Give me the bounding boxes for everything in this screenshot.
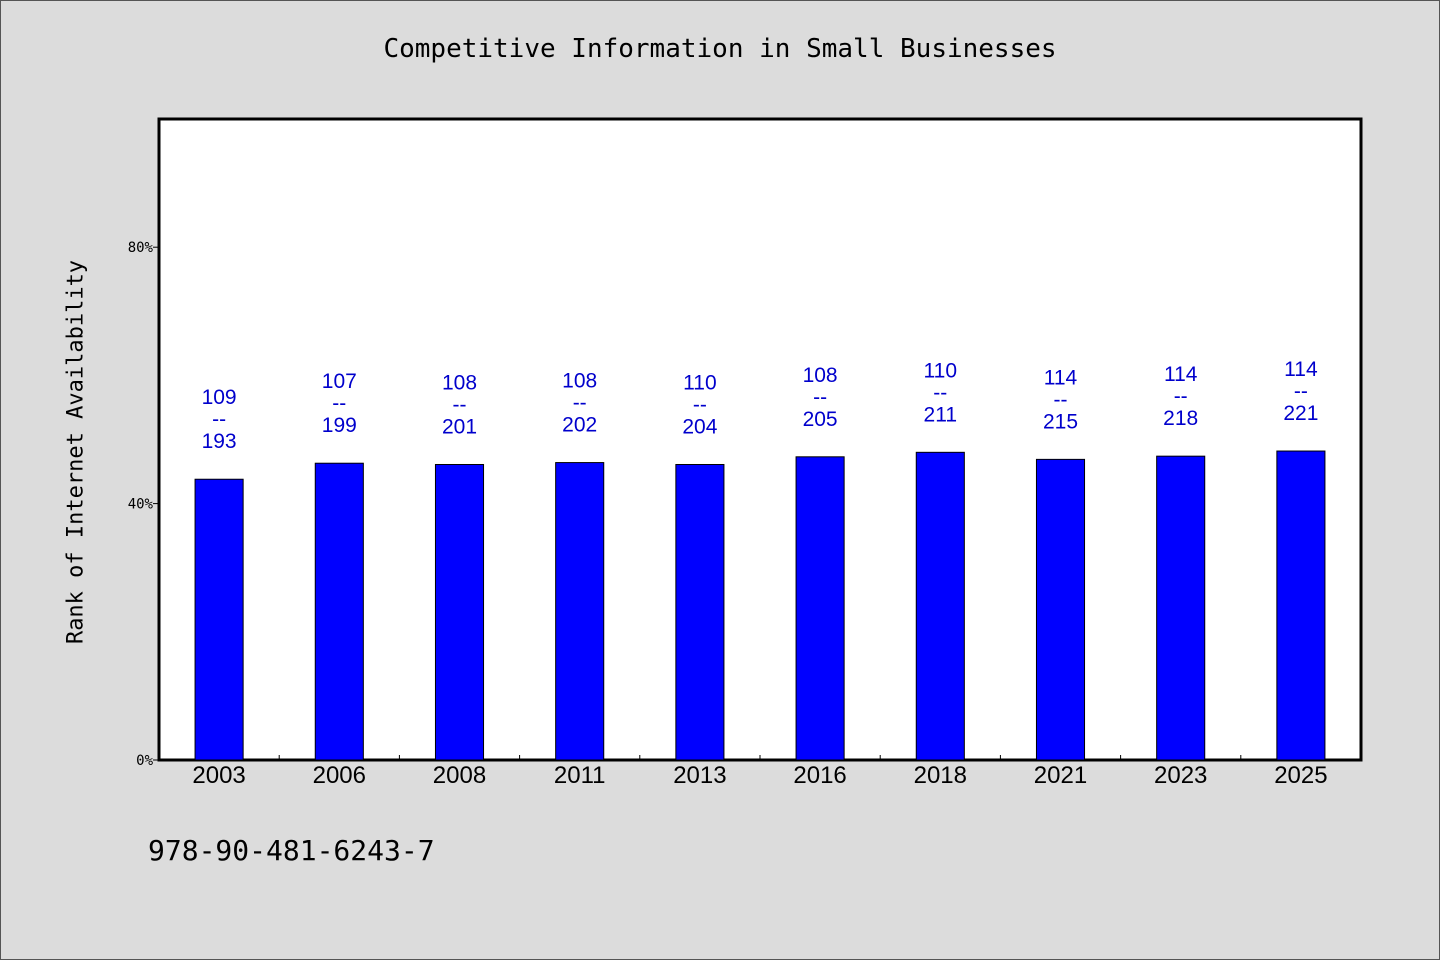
data-label-numerator: 109	[202, 386, 237, 409]
data-label-denominator: 221	[1283, 402, 1318, 425]
x-tick-label: 2016	[793, 762, 846, 789]
data-label-separator: --	[453, 393, 467, 416]
x-tick-label: 2008	[433, 762, 486, 789]
data-label-denominator: 205	[803, 408, 838, 431]
data-label-denominator: 204	[682, 415, 717, 438]
x-tick-label: 2013	[673, 762, 726, 789]
y-tick-label: 80%	[128, 240, 154, 256]
data-label-separator: --	[933, 381, 947, 404]
data-label-separator: --	[212, 408, 226, 431]
bar	[795, 456, 845, 761]
bar	[915, 451, 965, 761]
x-tick-label: 2025	[1274, 762, 1327, 789]
y-tick-label: 0%	[136, 753, 153, 769]
x-tick-label: 2003	[192, 762, 245, 789]
bar	[1276, 450, 1326, 761]
bar	[434, 463, 485, 761]
data-label-numerator: 110	[683, 371, 716, 394]
x-tick-label: 2006	[313, 762, 366, 789]
isbn-footer: 978-90-481-6243-7	[148, 834, 435, 867]
x-tick-label: 2023	[1154, 762, 1207, 789]
chart-title: Competitive Information in Small Busines…	[383, 34, 1057, 64]
bar	[675, 463, 725, 761]
data-label-separator: --	[813, 386, 827, 409]
bar	[555, 462, 605, 761]
data-label-denominator: 218	[1163, 407, 1198, 430]
data-label-numerator: 107	[322, 370, 357, 393]
data-label-separator: --	[573, 392, 587, 415]
data-label-denominator: 193	[202, 430, 237, 453]
data-label-numerator: 114	[1284, 358, 1318, 381]
data-label-denominator: 202	[562, 414, 597, 437]
data-label-denominator: 201	[442, 415, 477, 438]
data-label-numerator: 108	[442, 371, 477, 394]
data-label-denominator: 211	[924, 403, 957, 426]
data-label-denominator: 199	[322, 414, 357, 437]
x-tick-label: 2011	[554, 762, 606, 789]
data-label-separator: --	[1174, 385, 1188, 408]
data-label-separator: --	[1054, 388, 1068, 411]
y-tick-label: 40%	[128, 497, 154, 513]
data-label-numerator: 110	[924, 359, 957, 382]
data-label-numerator: 114	[1044, 366, 1078, 389]
bar	[314, 462, 364, 761]
bar	[1035, 458, 1086, 761]
bar	[194, 478, 244, 761]
x-tick-label: 2021	[1034, 762, 1087, 789]
data-label-separator: --	[693, 393, 707, 416]
data-label-numerator: 108	[803, 364, 838, 387]
data-label-numerator: 114	[1164, 363, 1198, 386]
bar	[1156, 455, 1206, 761]
data-label-numerator: 108	[562, 370, 597, 393]
data-label-separator: --	[1294, 380, 1308, 403]
data-label-denominator: 215	[1043, 410, 1078, 433]
x-tick-label: 2018	[914, 762, 967, 789]
data-label-separator: --	[332, 392, 346, 415]
